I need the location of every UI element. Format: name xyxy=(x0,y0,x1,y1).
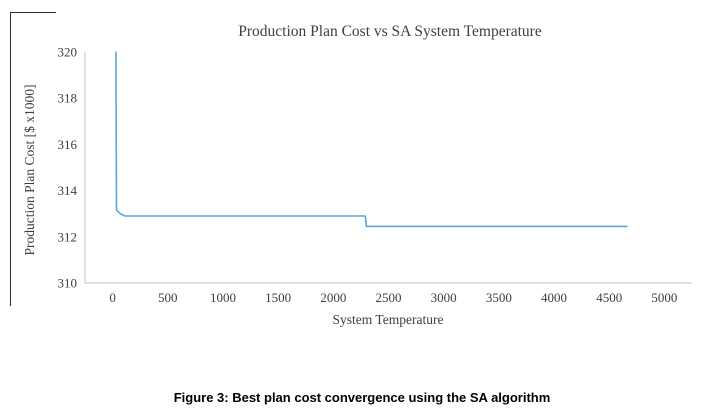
x-tick-label: 2500 xyxy=(376,290,402,305)
x-tick-label: 1500 xyxy=(265,290,291,305)
y-tick-label: 318 xyxy=(58,91,78,106)
plot: 310 312 314 316 318 320 0 500 1000 1500 2000 2500 30… xyxy=(58,45,692,305)
y-tick-label: 316 xyxy=(58,137,78,152)
x-tick-label: 4000 xyxy=(541,290,567,305)
y-tick-label: 310 xyxy=(58,276,78,291)
figure-border-top xyxy=(10,12,56,13)
y-tick-label: 312 xyxy=(58,229,78,244)
x-tick-label: 5000 xyxy=(651,290,677,305)
y-axis-title: Production Plan Cost [$ x1000] xyxy=(22,85,37,256)
x-tick-label: 500 xyxy=(158,290,178,305)
series-line xyxy=(115,51,628,228)
chart-svg: Production Plan Cost vs SA System Temper… xyxy=(22,23,692,327)
x-axis-title: System Temperature xyxy=(333,312,444,327)
figure-caption: Figure 3: Best plan cost convergence usi… xyxy=(173,390,551,405)
x-tick-label: 3000 xyxy=(431,290,457,305)
x-tick-label: 0 xyxy=(109,290,116,305)
chart-title: Production Plan Cost vs SA System Temper… xyxy=(238,23,542,40)
x-tick-label: 4500 xyxy=(596,290,622,305)
x-tick-label: 1000 xyxy=(210,290,236,305)
y-tick-label: 320 xyxy=(58,45,78,60)
x-tick-label: 3500 xyxy=(486,290,512,305)
y-tick-label: 314 xyxy=(58,183,78,198)
x-tick-label: 2000 xyxy=(320,290,346,305)
figure-border-left xyxy=(10,12,11,306)
chart-area: Production Plan Cost vs SA System Temper… xyxy=(22,23,692,327)
